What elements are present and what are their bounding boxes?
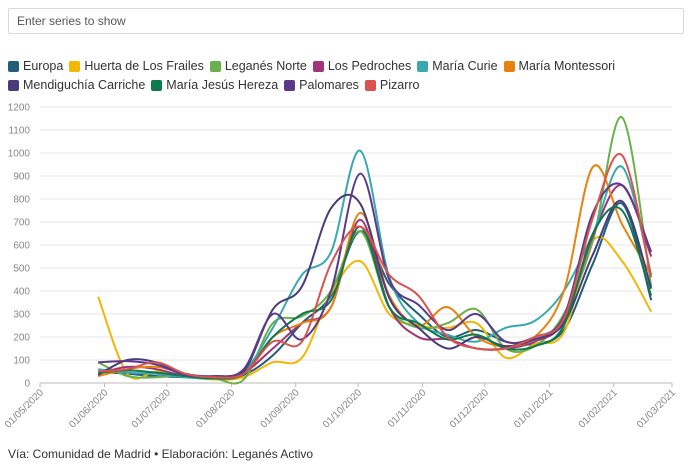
search-input[interactable]: Enter series to show [8, 8, 684, 34]
series-line [97, 164, 653, 380]
legend-swatch [312, 61, 324, 72]
legend-label: Los Pedroches [327, 59, 412, 73]
legend-swatch [417, 61, 429, 72]
legend-item[interactable]: Los Pedroches [312, 58, 412, 75]
legend-item[interactable]: Palomares [284, 77, 359, 94]
legend-label: María Curie [432, 59, 498, 73]
legend-item[interactable]: María Curie [417, 58, 498, 75]
legend-label: Pizarro [379, 78, 420, 92]
x-tick-label: 01/05/2020 [3, 387, 46, 430]
y-tick-label: 1200 [8, 103, 31, 114]
legend-item[interactable]: María Jesús Hereza [151, 77, 278, 94]
x-tick-label: 01/09/2020 [259, 387, 302, 430]
legend-item[interactable]: Europa [8, 58, 63, 75]
y-tick-label: 300 [13, 310, 30, 321]
legend-swatch [364, 80, 376, 91]
legend-label: Palomares [299, 78, 359, 92]
series-line [98, 206, 653, 380]
legend-item[interactable]: Mendiguchía Carriche [8, 77, 145, 94]
y-tick-label: 600 [13, 241, 30, 252]
legend-swatch [503, 61, 515, 72]
y-tick-label: 1100 [8, 126, 30, 137]
legend-swatch [151, 80, 163, 91]
x-tick-label: 01/01/2021 [512, 387, 555, 430]
legend-swatch [209, 61, 221, 72]
legend: Europa Huerta de Los Frailes Leganés Norte… [8, 58, 688, 96]
legend-item[interactable]: Pizarro [364, 77, 420, 94]
y-tick-label: 200 [13, 333, 30, 344]
legend-label: Europa [23, 59, 64, 73]
legend-label: María Jesús Hereza [166, 78, 279, 92]
x-tick-label: 01/08/2020 [194, 387, 237, 430]
x-tick-label: 01/06/2020 [67, 387, 110, 430]
legend-label: Huerta de Los Frailes [84, 59, 204, 73]
x-tick-label: 01/03/2021 [635, 387, 678, 430]
x-tick-label: 01/10/2020 [321, 387, 364, 430]
x-tick-label: 01/07/2020 [130, 387, 173, 430]
legend-swatch [284, 80, 296, 91]
x-tick-label: 01/02/2021 [577, 387, 620, 430]
legend-label: María Montessori [518, 59, 616, 73]
legend-label: Leganés Norte [224, 59, 307, 73]
y-tick-label: 500 [13, 264, 30, 275]
x-tick-label: 01/11/2020 [386, 387, 429, 430]
series-line [98, 152, 653, 379]
y-tick-label: 700 [13, 218, 30, 229]
source-footer: Vía: Comunidad de Madrid • Elaboración: … [8, 447, 314, 461]
line-chart: 0 100 200 300 400 500 600 700 800 900 1000 1100 1200… [3, 103, 678, 431]
legend-item[interactable]: Leganés Norte [209, 58, 307, 75]
legend-swatch [69, 61, 81, 72]
legend-swatch [8, 61, 19, 72]
search-placeholder: Enter series to show [17, 14, 126, 28]
y-tick-label: 0 [24, 379, 30, 390]
legend-label: Mendiguchía Carriche [23, 78, 146, 92]
y-tick-label: 100 [13, 356, 30, 367]
y-tick-label: 1000 [8, 149, 31, 160]
legend-item[interactable]: María Montessori [503, 58, 616, 75]
legend-item[interactable]: Huerta de Los Frailes [69, 58, 204, 75]
x-tick-label: 01/12/2020 [448, 387, 491, 430]
y-tick-label: 400 [13, 287, 30, 298]
y-tick-label: 900 [13, 172, 30, 183]
legend-swatch [8, 80, 19, 91]
y-tick-label: 800 [13, 195, 30, 206]
